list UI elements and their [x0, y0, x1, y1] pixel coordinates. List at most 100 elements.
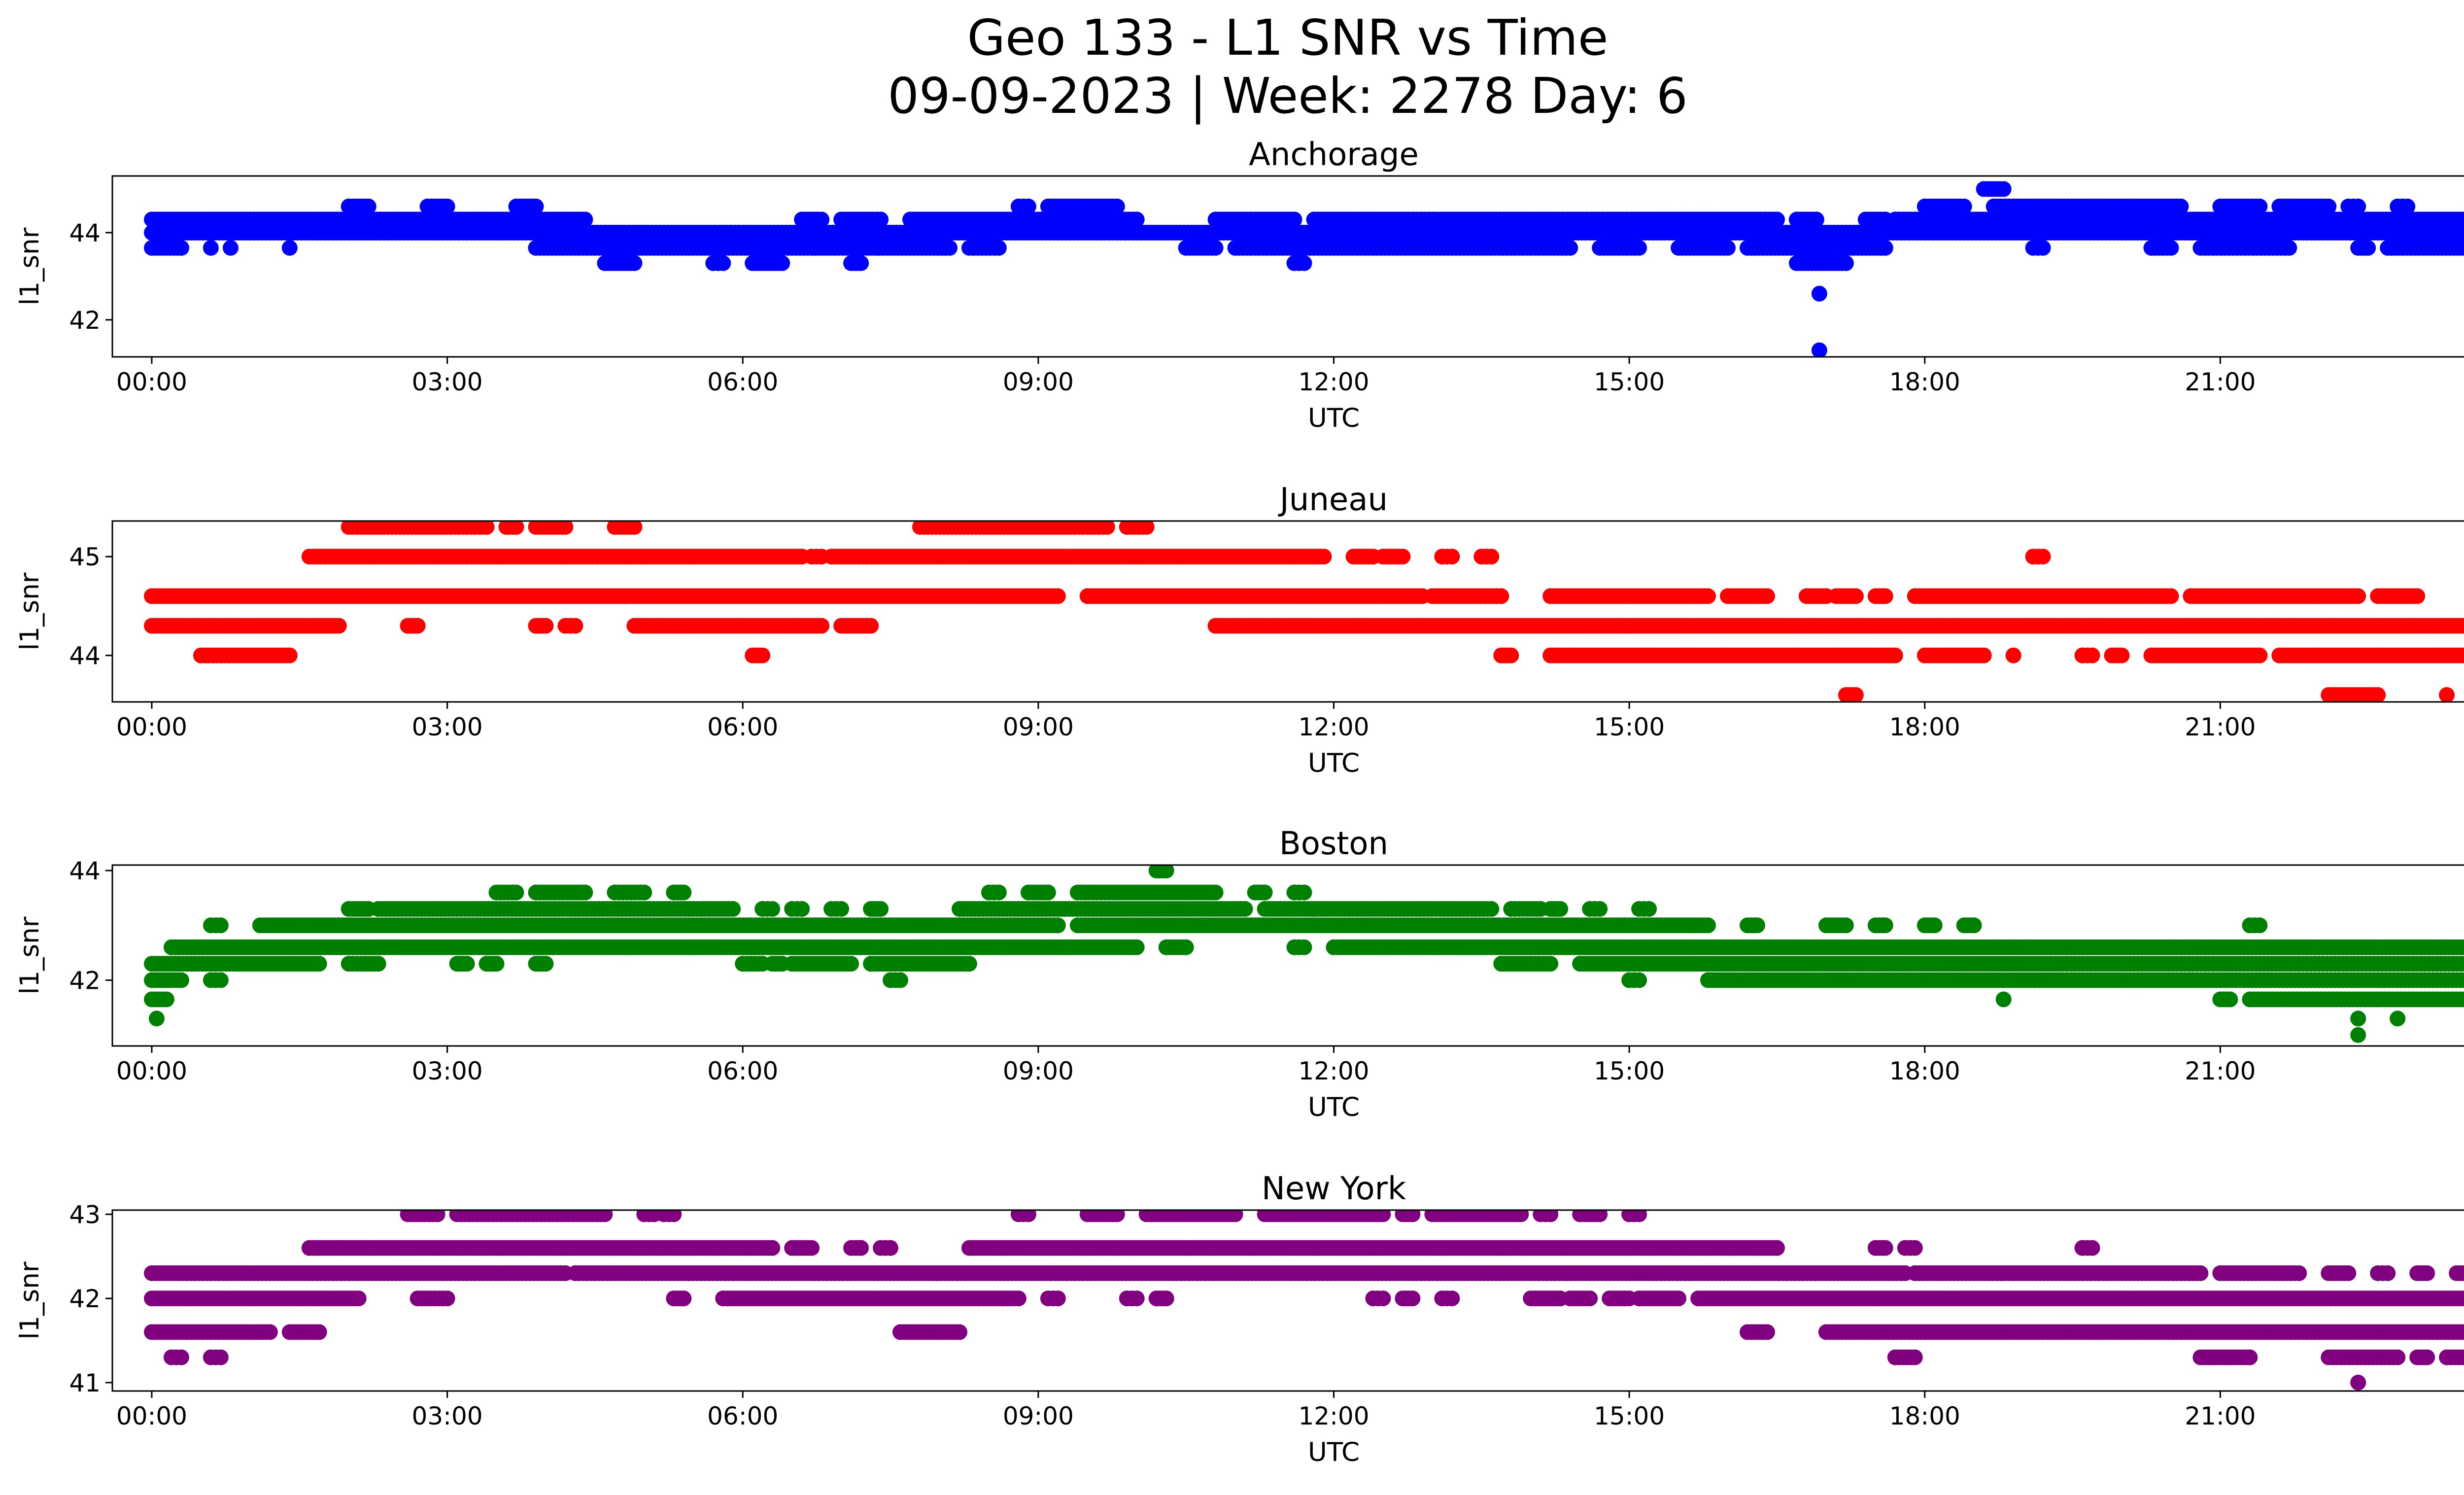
data-point: [538, 618, 554, 634]
data-point: [2005, 647, 2021, 663]
data-point: [2370, 687, 2386, 702]
data-point: [410, 618, 426, 634]
data-point: [1700, 588, 1716, 604]
data-point: [2252, 647, 2268, 663]
data-point: [873, 211, 889, 228]
data-point: [281, 647, 298, 663]
data-point: [2114, 647, 2130, 663]
data-point: [2399, 198, 2416, 214]
figure-title-line2: 09-09-2023 | Week: 2278 Day: 6: [888, 67, 1688, 125]
data-point: [2035, 549, 2051, 565]
x-tick-label: 15:00: [1594, 368, 1665, 396]
data-point: [173, 240, 189, 256]
data-point: [212, 972, 229, 988]
data-point: [814, 618, 830, 634]
x-tick-label: 21:00: [2185, 368, 2256, 396]
data-point: [774, 255, 790, 271]
data-point: [1286, 211, 1302, 228]
data-point: [2163, 240, 2179, 256]
x-tick-label: 03:00: [412, 368, 483, 396]
data-point: [2461, 940, 2464, 954]
data-point: [1503, 647, 1519, 663]
data-point: [2460, 992, 2464, 1007]
data-point: [2321, 198, 2337, 214]
x-tick-label: 18:00: [1889, 713, 1960, 741]
data-point: [1483, 549, 1500, 565]
data-point: [754, 647, 771, 663]
data-point: [1444, 549, 1460, 565]
data-point: [1631, 972, 1647, 988]
y-tick-label: 44: [69, 219, 101, 247]
data-point: [2461, 226, 2464, 240]
data-point: [459, 956, 475, 972]
data-point: [1296, 255, 1312, 271]
data-point: [1138, 521, 1155, 535]
data-point: [942, 240, 958, 256]
data-point: [1887, 647, 1903, 663]
figure-title: Geo 133 - L1 SNR vs Time 09-09-2023 | We…: [0, 9, 2464, 125]
data-point: [1129, 211, 1145, 228]
data-point: [1562, 240, 1578, 256]
data-point: [1877, 240, 1893, 256]
data-point: [1720, 240, 1736, 256]
x-tick-label: 00:00: [116, 368, 187, 396]
data-point: [961, 956, 977, 972]
data-point: [1631, 240, 1647, 256]
data-point: [2163, 588, 2179, 604]
data-point: [2409, 588, 2426, 604]
data-point: [1995, 991, 2012, 1008]
data-point: [892, 972, 908, 988]
data-point: [1926, 917, 1943, 934]
figure-title-line1: Geo 133 - L1 SNR vs Time: [967, 9, 1608, 67]
data-point: [1877, 917, 1893, 934]
data-point: [843, 956, 859, 972]
data-point: [1700, 917, 1716, 934]
data-point: [1050, 588, 1066, 604]
data-point: [2461, 213, 2464, 226]
data-point: [1109, 198, 1125, 214]
data-point: [991, 240, 1007, 256]
x-tick-label: 12:00: [1298, 368, 1369, 396]
data-point: [715, 255, 731, 271]
data-points-anchorage: [144, 181, 2464, 357]
y-tick-label: 42: [69, 306, 101, 335]
data-point: [1395, 549, 1411, 565]
data-point: [1838, 917, 1854, 934]
y-tick-label: 44: [69, 642, 101, 670]
data-point: [1808, 211, 1824, 228]
data-point: [1099, 521, 1115, 535]
data-point: [1296, 939, 1312, 955]
data-point: [2222, 991, 2238, 1008]
data-point: [2252, 198, 2268, 214]
data-point: [222, 240, 239, 256]
data-point: [311, 956, 327, 972]
x-tick-label: 15:00: [1594, 713, 1665, 741]
data-point: [1848, 588, 1864, 604]
data-point: [158, 991, 174, 1008]
data-point: [2457, 240, 2464, 256]
data-point: [1759, 588, 1775, 604]
data-point: [2252, 917, 2268, 934]
y-axis-label: l1_snr: [15, 227, 45, 305]
data-points-boston: [144, 865, 2464, 1043]
data-point: [538, 956, 554, 972]
data-point: [1956, 198, 1972, 214]
data-point: [1976, 647, 1992, 663]
data-point: [2461, 957, 2464, 971]
data-point: [2281, 240, 2297, 256]
data-point: [863, 618, 879, 634]
data-point: [1178, 939, 1194, 955]
chart-anchorage: 00:00 03:00 06:00 09:00 12:00 15:00 18:00 21:00…: [15, 137, 2464, 433]
data-point: [1207, 240, 1224, 256]
panel-title-anchorage: Anchorage: [1249, 137, 1419, 173]
data-point: [370, 956, 386, 972]
data-point: [1050, 917, 1066, 934]
data-point: [528, 198, 544, 214]
data-point: [360, 198, 376, 214]
y-axis-label: l1_snr: [15, 572, 45, 650]
data-point: [1129, 939, 1145, 955]
x-tick-label: 06:00: [707, 713, 778, 741]
data-point: [203, 240, 219, 256]
